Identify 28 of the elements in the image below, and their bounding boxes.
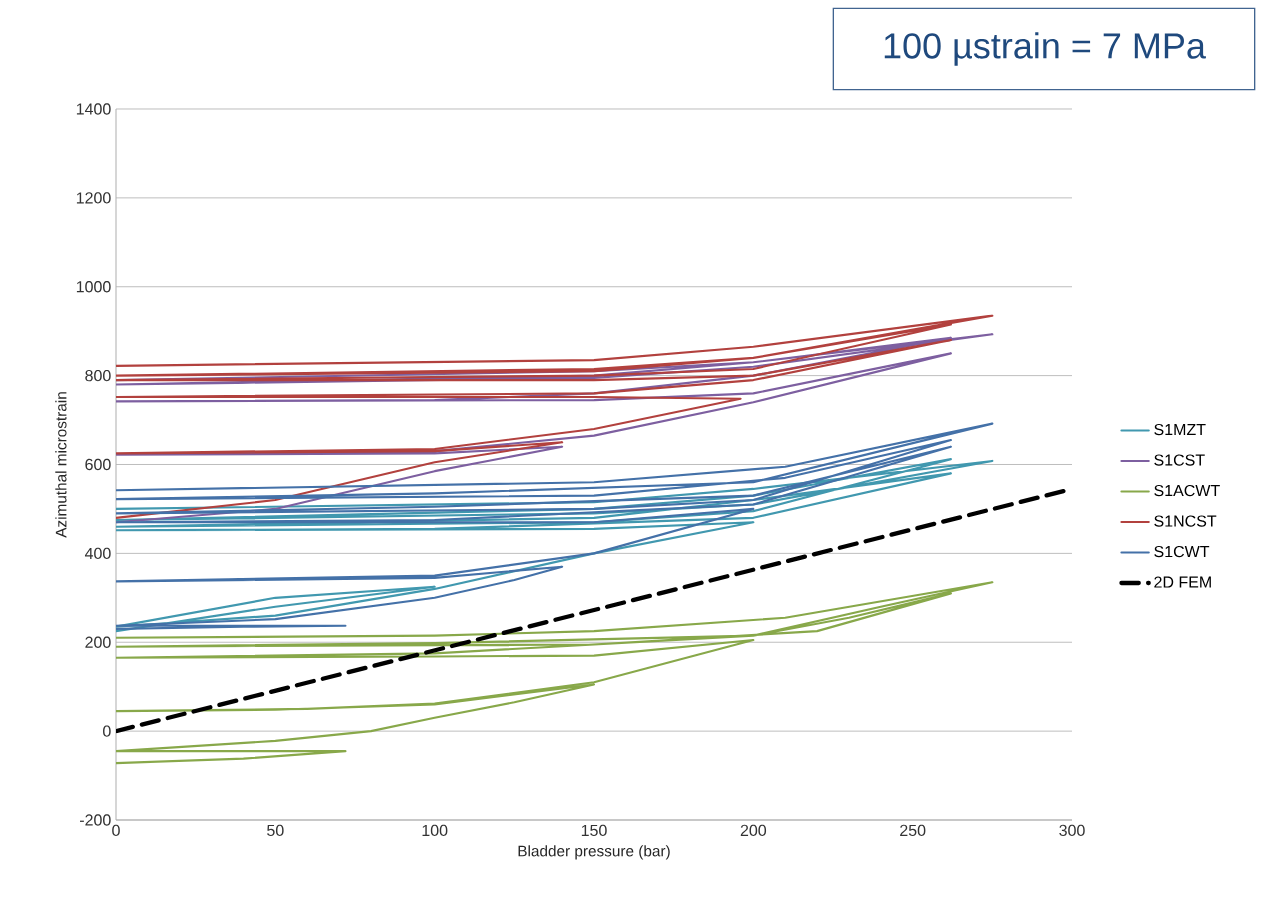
- y-tick-label: 1000: [76, 281, 111, 293]
- x-tick-label: 200: [740, 824, 767, 837]
- y-tick-label: -200: [79, 814, 111, 826]
- legend-label: S1CST: [1154, 454, 1205, 466]
- legend-label: S1MZT: [1154, 423, 1206, 436]
- legend-label: 2D FEM: [1154, 576, 1211, 588]
- x-tick-label: 50: [267, 824, 284, 837]
- x-tick-label: 100: [422, 824, 448, 837]
- x-tick-label: 300: [1059, 824, 1085, 837]
- y-tick-label: 0: [103, 725, 111, 737]
- legend-label: S1CWT: [1154, 545, 1210, 558]
- legend-label: S1NCST: [1154, 515, 1217, 527]
- line-series: [116, 581, 994, 765]
- legend-label: S1ACWT: [1154, 484, 1220, 497]
- line-series: [116, 458, 994, 633]
- x-tick-label: 0: [112, 824, 120, 837]
- y-tick-label: 200: [85, 636, 111, 648]
- y-tick-label: 1400: [76, 103, 111, 115]
- text: 100 µstrain = 7 MPa: [884, 32, 1206, 66]
- y-tick-label: 600: [85, 458, 111, 471]
- y-tick-label: 1200: [76, 192, 111, 204]
- x-tick-label: 150: [581, 824, 607, 837]
- line-series: [116, 422, 994, 630]
- x-axis-title: Bladder pressure (bar): [518, 845, 670, 860]
- y-axis-title: Azimuthal microstrain: [55, 392, 67, 538]
- x-tick-label: 250: [900, 824, 926, 837]
- y-tick-label: 400: [84, 547, 111, 560]
- y-tick-label: 800: [85, 369, 111, 382]
